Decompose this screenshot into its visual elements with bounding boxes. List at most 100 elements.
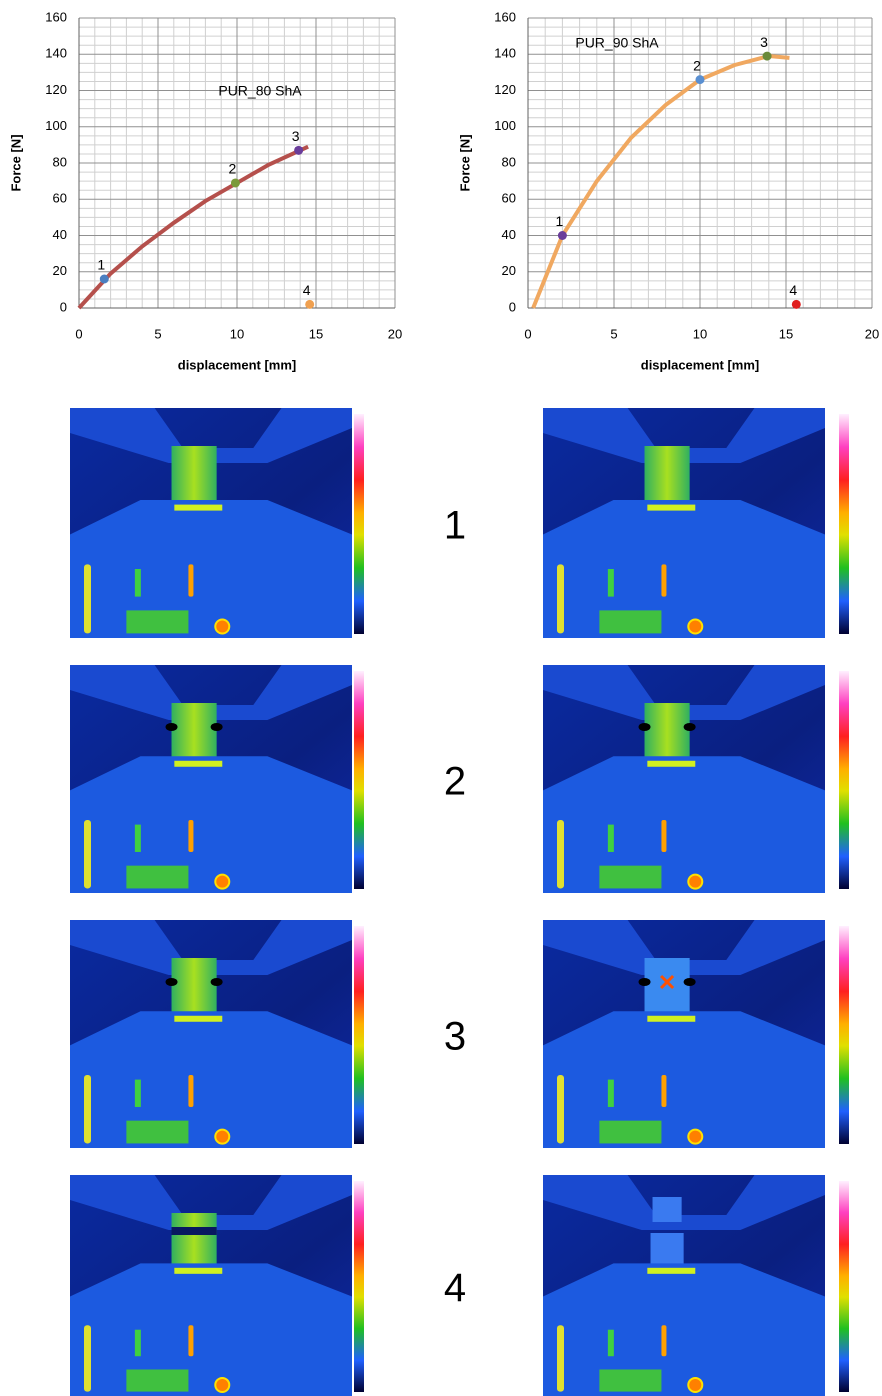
stripe [557, 1325, 564, 1391]
colorbar [354, 926, 364, 1144]
hot-spot [688, 1378, 702, 1392]
y-tick-label: 160 [45, 9, 67, 24]
curve [533, 56, 789, 308]
hot-spot [215, 1130, 229, 1144]
block [599, 1121, 661, 1144]
highlight [647, 505, 695, 511]
thermal-image [70, 408, 364, 638]
y-tick-label: 120 [45, 82, 67, 97]
sample [645, 958, 690, 1020]
row-label: 1 [444, 504, 466, 548]
y-tick-label: 160 [494, 9, 516, 24]
y-tick-label: 120 [494, 82, 516, 97]
hot-spot [215, 620, 229, 634]
notch [166, 978, 178, 986]
highlight [174, 761, 222, 767]
stripe [135, 1330, 141, 1357]
body [70, 500, 352, 638]
point-label: 3 [292, 128, 300, 144]
point [231, 178, 240, 187]
stripe [188, 1325, 193, 1356]
block [126, 1369, 188, 1391]
stripe [557, 820, 564, 888]
stripe [84, 564, 91, 633]
point [792, 300, 801, 309]
sample [645, 446, 690, 508]
sample [172, 958, 217, 1020]
sample [172, 703, 217, 765]
notch [166, 723, 178, 731]
thermal-image [543, 665, 849, 893]
point-label: 4 [303, 282, 311, 298]
stripe [188, 564, 193, 596]
highlight [647, 761, 695, 767]
body [70, 756, 352, 893]
highlight [174, 1016, 222, 1022]
notch [639, 978, 651, 986]
stripe [84, 1325, 91, 1391]
body [543, 1011, 825, 1148]
y-tick-label: 100 [45, 118, 67, 133]
row-label: 2 [444, 760, 466, 804]
stripe [661, 564, 666, 596]
notch [684, 978, 696, 986]
point [294, 146, 303, 155]
x-tick-label: 20 [388, 326, 402, 341]
y-tick-label: 20 [502, 263, 516, 278]
colorbar [839, 414, 849, 634]
figure: 05101520020406080100120140160displacemen… [0, 0, 882, 1396]
point [558, 231, 567, 240]
block [126, 610, 188, 633]
curve [79, 147, 308, 308]
colorbar [839, 1181, 849, 1392]
thermal-image [543, 1175, 849, 1396]
stripe [188, 1075, 193, 1107]
stripe [608, 569, 614, 597]
x-tick-label: 0 [75, 326, 82, 341]
point [696, 75, 705, 84]
notch [211, 723, 223, 731]
point [100, 275, 109, 284]
block [126, 1121, 188, 1144]
stripe [135, 825, 141, 852]
block [599, 866, 661, 889]
point-label: 2 [693, 57, 701, 73]
point [763, 52, 772, 61]
thermal-image [70, 920, 364, 1148]
sample [172, 446, 217, 508]
highlight [174, 1268, 222, 1274]
stripe [84, 820, 91, 888]
y-tick-label: 140 [494, 46, 516, 61]
thermal-image [70, 1175, 364, 1396]
stripe [135, 1080, 141, 1107]
thermal-image [543, 920, 849, 1148]
x-tick-label: 5 [154, 326, 161, 341]
point-label: 4 [789, 282, 797, 298]
stripe [557, 1075, 564, 1143]
point-label: 2 [229, 161, 237, 177]
hot-spot [215, 1378, 229, 1392]
hot-spot [215, 875, 229, 889]
stripe [84, 1075, 91, 1143]
y-tick-label: 0 [509, 299, 516, 314]
row-label: 4 [444, 1266, 466, 1310]
body [543, 756, 825, 893]
colorbar [354, 1181, 364, 1392]
x-tick-label: 15 [309, 326, 323, 341]
row-label: 3 [444, 1015, 466, 1059]
stripe [661, 1075, 666, 1107]
y-tick-label: 140 [45, 46, 67, 61]
body [543, 1263, 825, 1396]
annotation: PUR_90 ShA [575, 35, 659, 51]
y-tick-label: 40 [502, 227, 516, 242]
y-tick-label: 60 [502, 191, 516, 206]
annotation: PUR_80 ShA [218, 83, 302, 99]
hot-spot [688, 620, 702, 634]
block [599, 610, 661, 633]
notch [684, 723, 696, 731]
point-label: 1 [97, 257, 105, 273]
body [543, 500, 825, 638]
y-tick-label: 20 [53, 263, 67, 278]
y-axis-label: Force [N] [457, 134, 472, 191]
x-axis-label: displacement [mm] [641, 357, 759, 372]
